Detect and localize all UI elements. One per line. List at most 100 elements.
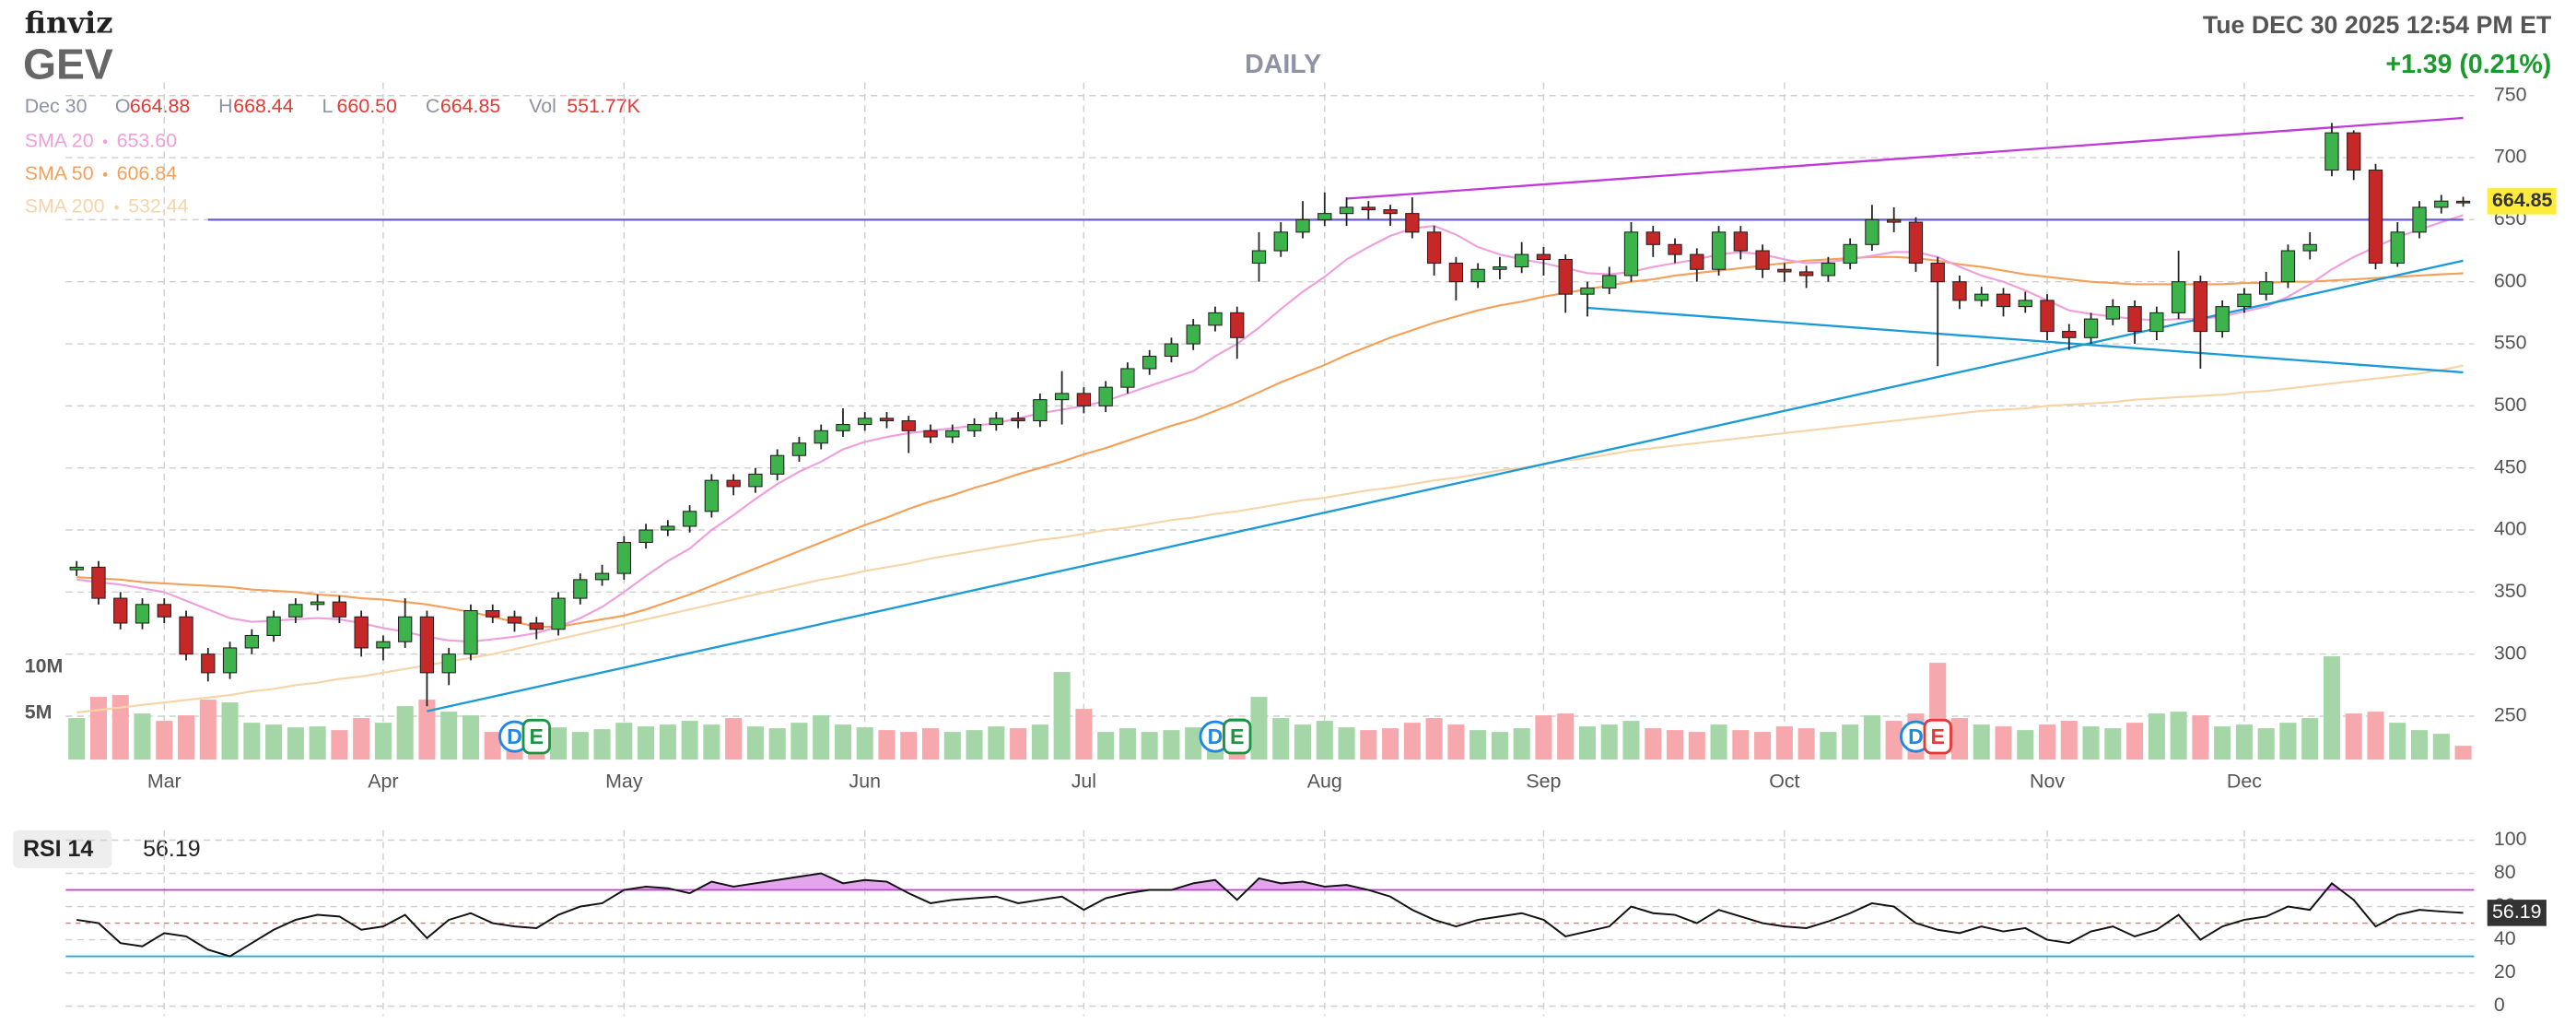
candle-body xyxy=(1339,206,1354,215)
candle-body xyxy=(1383,209,1398,215)
candle-body xyxy=(573,579,588,599)
volume-bar xyxy=(1600,724,1618,760)
volume-bar xyxy=(1382,728,1399,760)
volume-bar xyxy=(1775,726,1793,760)
y-tick-label: 250 xyxy=(2494,704,2527,726)
candle-body xyxy=(1493,266,1507,270)
candle-body xyxy=(1733,231,1748,252)
candle-body xyxy=(1361,206,1376,211)
x-tick-label: Apr xyxy=(368,771,398,793)
volume-bar xyxy=(1667,730,1684,760)
quote-value: 664.88 xyxy=(130,95,190,117)
candle-body xyxy=(157,604,171,618)
logo: finviz xyxy=(25,6,113,41)
quote-value: 664.85 xyxy=(440,95,500,117)
volume-bar xyxy=(1820,732,1837,760)
volume-bar xyxy=(1513,728,1530,760)
volume-bar xyxy=(1097,732,1115,760)
x-tick-label: Mar xyxy=(147,771,181,793)
event-badge xyxy=(521,718,551,755)
volume-bar xyxy=(68,718,86,760)
volume-bar xyxy=(156,721,173,760)
candle-body xyxy=(1887,218,1902,223)
x-tick-label: Jun xyxy=(849,771,881,793)
candle-body xyxy=(2434,200,2449,208)
candle-body xyxy=(1208,312,1223,326)
candle-body xyxy=(2018,300,2032,308)
rsi-value-box xyxy=(2487,900,2547,926)
volume-bar xyxy=(2411,730,2429,760)
candle-body xyxy=(2302,243,2317,252)
rsi-header-bg xyxy=(13,830,112,868)
candle-body xyxy=(2171,281,2186,313)
volume-bar xyxy=(353,718,370,760)
legend-separator xyxy=(114,205,119,210)
event-badge xyxy=(1923,718,1952,755)
volume-bar xyxy=(440,712,458,760)
candle-body xyxy=(923,430,938,438)
candle-body xyxy=(1865,218,1879,245)
candle-body xyxy=(332,601,347,618)
last-price-label: 664.85 xyxy=(2492,189,2552,211)
legend-value: 653.60 xyxy=(117,129,177,151)
volume-bar xyxy=(2389,723,2406,760)
candle-body xyxy=(179,616,193,655)
volume-bar xyxy=(1031,724,1048,760)
volume-bar xyxy=(1973,724,1990,760)
volume-bar xyxy=(593,729,611,760)
volume-bar xyxy=(2214,726,2231,760)
volume-bar xyxy=(1863,715,1880,760)
volume-bar xyxy=(1578,726,1597,760)
candle-body xyxy=(2390,231,2405,265)
volume-bar xyxy=(1491,732,1508,760)
volume-bar xyxy=(199,700,217,760)
candle-body xyxy=(1448,262,1464,283)
volume-bar xyxy=(111,695,129,760)
volume-bar xyxy=(1075,709,1093,760)
event-label: E xyxy=(1230,724,1244,748)
volume-bar xyxy=(856,727,873,760)
candle-body xyxy=(1011,418,1025,422)
event-label: D xyxy=(507,724,522,748)
candle-body xyxy=(1821,262,1836,277)
y-tick-label: 600 xyxy=(2494,269,2527,291)
candle-body xyxy=(1295,218,1310,233)
candle-body xyxy=(2083,318,2099,338)
volume-bar xyxy=(1557,713,1575,760)
y-tick-label: 450 xyxy=(2494,455,2527,477)
volume-bar xyxy=(2257,728,2275,760)
volume-bar xyxy=(1053,672,1071,760)
volume-bar xyxy=(659,724,676,760)
volume-bar xyxy=(462,715,480,760)
rsi-tick-label: 40 xyxy=(2494,927,2516,949)
quote-value: 551.77K xyxy=(567,95,640,117)
price-change: +1.39 (0.21%) xyxy=(2385,50,2551,79)
volume-bar xyxy=(2235,724,2253,760)
event-label: D xyxy=(1208,724,1224,748)
rsi-value-label: 56.19 xyxy=(2492,901,2542,923)
legend-value: 532.44 xyxy=(128,195,188,218)
candle-body xyxy=(945,430,960,438)
volume-bar xyxy=(1885,721,1903,760)
volume-bar xyxy=(1622,721,1640,760)
rsi-tick-label: 0 xyxy=(2494,994,2505,1016)
candle-body xyxy=(748,473,763,488)
volume-bar xyxy=(1272,718,1290,760)
legend-name: SMA 200 xyxy=(25,195,105,218)
ticker: GEV xyxy=(23,41,113,88)
candle-body xyxy=(1426,231,1442,265)
x-tick-label: Jul xyxy=(1071,771,1096,793)
candle-body xyxy=(1623,231,1639,277)
quote-label: O xyxy=(115,95,131,117)
rsi-line xyxy=(76,872,2464,958)
volume-bar xyxy=(988,726,1005,760)
candle-body xyxy=(222,647,238,674)
candle-body xyxy=(1230,312,1245,338)
candle-body xyxy=(704,479,720,512)
quote-date: Dec 30 xyxy=(25,95,88,117)
candle-body xyxy=(1186,324,1200,345)
volume-bar xyxy=(1535,715,1552,760)
candle-body xyxy=(1711,231,1727,270)
candle-body xyxy=(354,616,369,649)
candle-body xyxy=(266,616,281,637)
